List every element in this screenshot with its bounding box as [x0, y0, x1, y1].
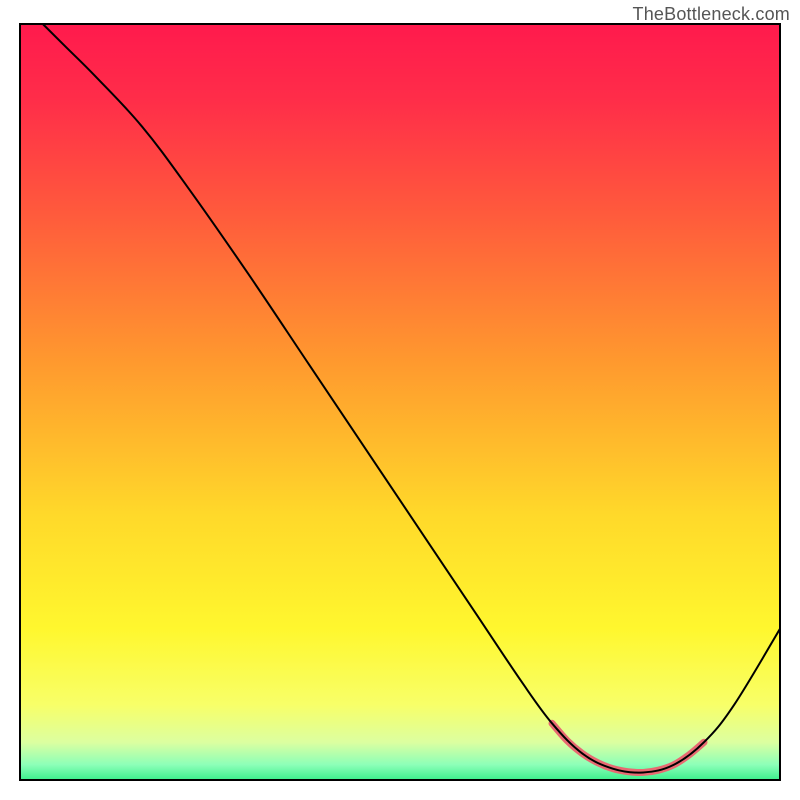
watermark-text: TheBottleneck.com — [633, 4, 790, 25]
bottleneck-chart — [0, 0, 800, 800]
chart-container: TheBottleneck.com — [0, 0, 800, 800]
